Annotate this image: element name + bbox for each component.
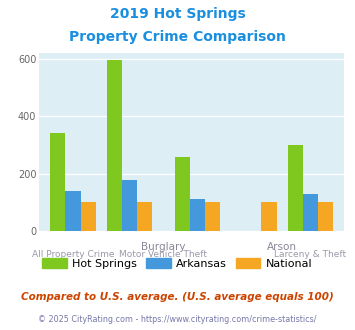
Text: 2019 Hot Springs: 2019 Hot Springs [110,7,245,20]
Bar [137,202,152,231]
Bar [190,199,205,231]
Bar [81,202,95,231]
Bar [50,133,65,231]
Text: © 2025 CityRating.com - https://www.cityrating.com/crime-statistics/: © 2025 CityRating.com - https://www.city… [38,315,317,324]
Legend: Hot Springs, Arkansas, National: Hot Springs, Arkansas, National [38,253,317,273]
Bar [107,60,122,231]
Text: Arson: Arson [267,242,297,252]
Text: Larceny & Theft: Larceny & Theft [274,250,346,259]
Bar [303,194,318,231]
Bar [122,180,137,231]
Text: Burglary: Burglary [141,242,186,252]
Bar [288,145,303,231]
Bar [261,202,277,231]
Bar [205,202,220,231]
Text: Compared to U.S. average. (U.S. average equals 100): Compared to U.S. average. (U.S. average … [21,292,334,302]
Text: All Property Crime: All Property Crime [32,250,114,259]
Text: Property Crime Comparison: Property Crime Comparison [69,30,286,44]
Bar [318,202,333,231]
Text: Motor Vehicle Theft: Motor Vehicle Theft [119,250,207,259]
Bar [65,191,81,231]
Bar [175,157,190,231]
